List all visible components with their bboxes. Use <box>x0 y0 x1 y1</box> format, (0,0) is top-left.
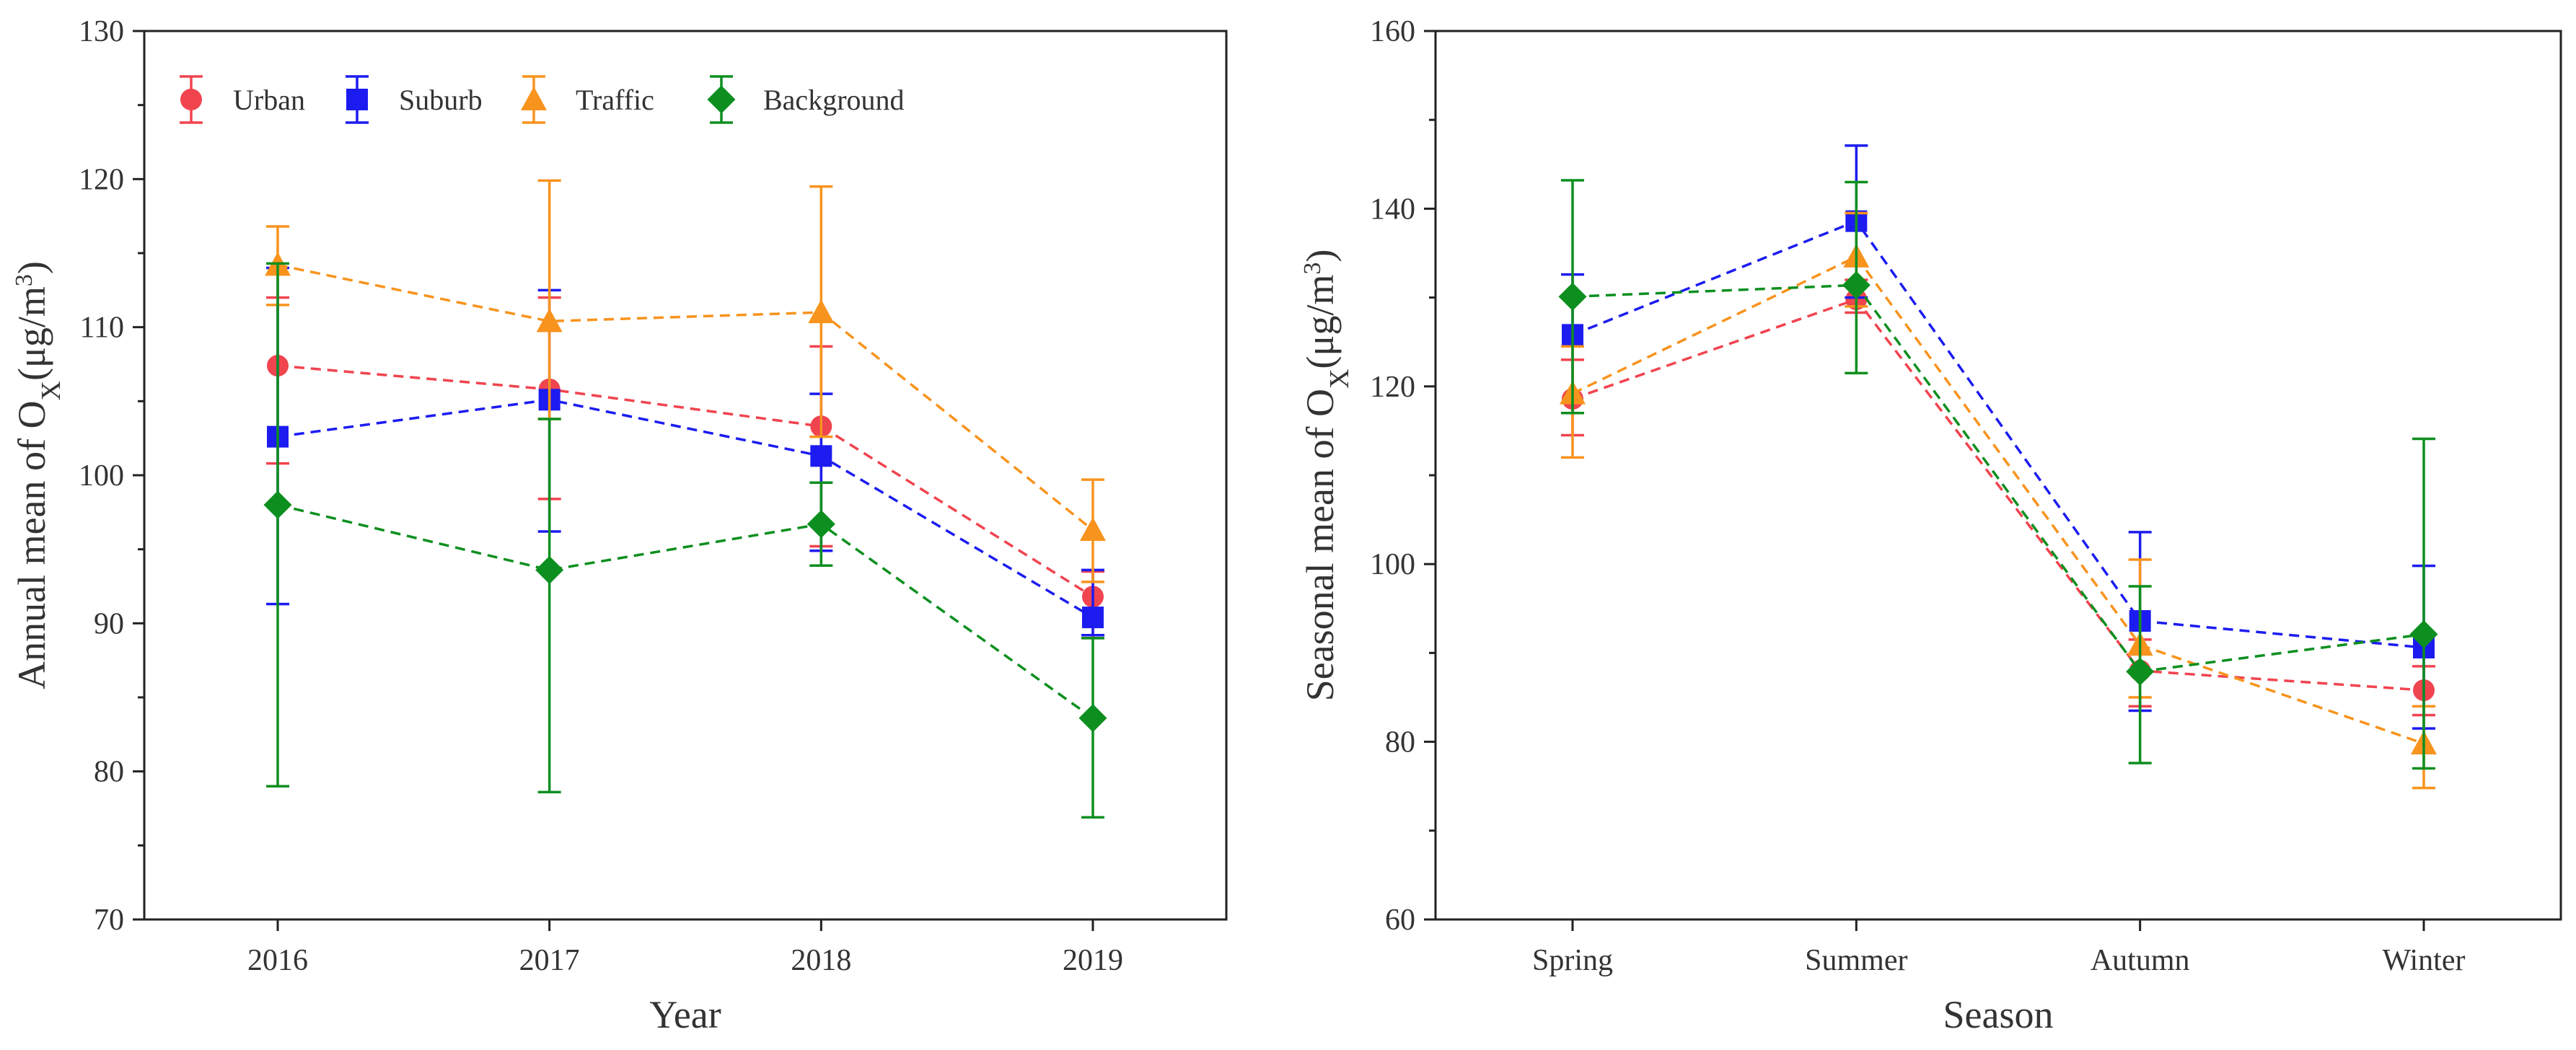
traffic-point <box>808 299 835 324</box>
background-point <box>263 490 292 519</box>
plot-frame <box>1434 30 2562 921</box>
background-point <box>1078 704 1107 733</box>
x-axis-title: Year <box>649 993 721 1036</box>
legend-marker <box>180 89 202 110</box>
y-axis-title-close: ) <box>1298 250 1342 262</box>
plot-frame <box>143 30 1228 921</box>
legend-marker <box>346 89 368 110</box>
series-background <box>263 262 1107 819</box>
legend-marker <box>707 85 736 114</box>
series-urban <box>266 296 1104 640</box>
suburb-line <box>1572 219 2425 649</box>
legend-item-suburb: Suburb <box>346 75 483 124</box>
y-axis-title-main: Seasonal mean of O <box>1298 389 1342 701</box>
y-axis-title-main: Annual mean of O <box>10 401 53 689</box>
x-tick-label: 2017 <box>519 944 580 977</box>
x-axis-title: Season <box>1943 993 2054 1036</box>
suburb-point <box>810 445 832 467</box>
legend-label: Background <box>763 84 905 116</box>
series-urban <box>1561 278 2435 717</box>
traffic-point <box>1080 516 1106 541</box>
traffic-line <box>1572 255 2425 745</box>
suburb-line <box>277 398 1094 619</box>
background-point <box>535 555 564 584</box>
urban-line <box>277 364 1094 598</box>
y-tick-label: 70 <box>94 904 124 937</box>
background-line <box>277 503 1094 720</box>
y-tick-label: 80 <box>1385 726 1415 759</box>
y-tick-label: 80 <box>94 756 124 789</box>
legend-item-urban: Urban <box>180 75 305 124</box>
legend-label: Suburb <box>399 84 483 116</box>
y-tick-label: 90 <box>94 607 124 640</box>
x-tick-label: 2019 <box>1063 944 1123 977</box>
annual-panel: 70 80 90 100 110 120 130 2016 2017 2018 2019 Year An… <box>10 15 1228 1036</box>
y-tick-label: 120 <box>79 163 124 196</box>
legend-item-traffic: Traffic <box>521 75 654 124</box>
background-point <box>2409 620 2438 649</box>
y-axis-title-superscript: 3 <box>11 274 38 286</box>
y-axis-title: Seasonal mean of OX(μg/m3) <box>1298 250 1355 702</box>
y-axis-title-close: ) <box>10 261 53 274</box>
y-axis-title-units: (μg/m <box>1298 275 1342 369</box>
x-tick-label: 2018 <box>791 944 851 977</box>
y-tick-label: 60 <box>1385 904 1415 937</box>
legend-item-background: Background <box>707 75 905 124</box>
background-point <box>1842 270 1871 299</box>
series-traffic <box>265 179 1106 583</box>
urban-line <box>1572 297 2425 692</box>
y-tick-label: 140 <box>1370 193 1415 226</box>
y-tick-label: 110 <box>80 312 124 345</box>
legend-label: Traffic <box>576 84 654 116</box>
y-tick-label: 100 <box>79 459 124 493</box>
x-tick-label: 2016 <box>247 944 308 977</box>
y-axis-title-superscript: 3 <box>1299 262 1326 275</box>
y-tick-label: 120 <box>1370 371 1415 404</box>
traffic-point <box>536 308 563 332</box>
background-point <box>2126 657 2155 686</box>
suburb-point <box>1082 606 1104 629</box>
background-point <box>806 510 835 539</box>
seasonal-panel: 60 80 100 120 140 160 Spring Summer Autumn Winter… <box>1298 15 2562 1036</box>
y-axis-title-subscript: X <box>1324 369 1355 389</box>
x-tick-label: Spring <box>1532 944 1613 977</box>
y-tick-label: 100 <box>1370 548 1415 581</box>
legend-label: Urban <box>233 84 305 116</box>
series-suburb <box>266 266 1104 637</box>
traffic-line <box>277 263 1094 531</box>
background-line <box>1572 283 2425 674</box>
x-tick-label: Winter <box>2383 944 2466 977</box>
series-traffic <box>1560 211 2437 790</box>
legend-marker <box>521 87 547 110</box>
x-tick-label: Autumn <box>2091 944 2190 977</box>
series-background <box>1558 179 2438 770</box>
y-axis-title: Annual mean of OX(μg/m3) <box>10 261 66 689</box>
x-tick-label: Summer <box>1805 944 1907 977</box>
y-tick-label: 130 <box>79 15 124 48</box>
background-point <box>1558 282 1587 311</box>
y-axis-title-subscript: X <box>36 381 66 400</box>
series-suburb <box>1561 144 2435 730</box>
legend: Urban Suburb Traffic Background <box>180 75 905 124</box>
y-tick-label: 160 <box>1370 15 1415 48</box>
y-axis-title-units: (μg/m <box>10 286 53 381</box>
